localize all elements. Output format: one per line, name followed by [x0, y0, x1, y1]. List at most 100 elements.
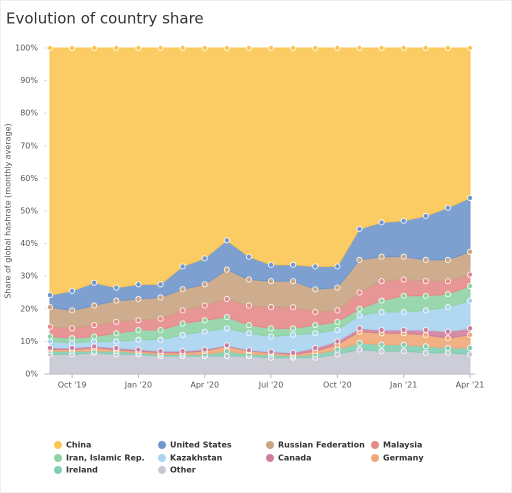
- legend-label: Kazakhstan: [170, 454, 223, 463]
- x-tick-label: Jan '20: [124, 381, 152, 390]
- legend-marker: [158, 441, 166, 449]
- point: [91, 322, 98, 329]
- point: [47, 338, 54, 345]
- point: [422, 331, 429, 338]
- point: [290, 325, 297, 332]
- point: [157, 336, 164, 343]
- point: [400, 292, 407, 299]
- point: [47, 323, 54, 330]
- legend-label: Malaysia: [383, 441, 422, 450]
- legend-label: Ireland: [66, 466, 98, 475]
- point: [422, 292, 429, 299]
- point: [69, 344, 76, 351]
- point: [47, 45, 54, 52]
- point: [400, 276, 407, 283]
- point: [444, 349, 451, 356]
- point: [223, 266, 230, 273]
- point: [47, 304, 54, 311]
- point: [157, 281, 164, 288]
- point: [245, 302, 252, 309]
- point: [466, 248, 473, 255]
- point: [245, 347, 252, 354]
- point: [444, 304, 451, 311]
- point: [422, 45, 429, 52]
- point: [179, 263, 186, 270]
- point: [201, 317, 208, 324]
- legend-marker: [266, 441, 274, 449]
- point: [179, 45, 186, 52]
- point: [223, 45, 230, 52]
- point: [47, 292, 54, 299]
- point: [466, 45, 473, 52]
- point: [312, 309, 319, 316]
- legend-marker: [158, 466, 166, 474]
- legend-marker: [371, 454, 379, 462]
- point: [356, 305, 363, 312]
- point: [245, 253, 252, 260]
- point: [135, 336, 142, 343]
- point: [135, 346, 142, 353]
- y-tick-label: 100%: [15, 44, 38, 53]
- point: [334, 326, 341, 333]
- point: [444, 45, 451, 52]
- point: [201, 45, 208, 52]
- legend-label: United States: [170, 441, 232, 450]
- point: [356, 340, 363, 347]
- point: [444, 335, 451, 342]
- point: [91, 333, 98, 340]
- point: [113, 344, 120, 351]
- legend-marker: [158, 454, 166, 462]
- y-tick-label: 70%: [20, 141, 38, 150]
- point: [356, 346, 363, 353]
- legend-label: China: [66, 441, 91, 450]
- point: [400, 217, 407, 224]
- point: [157, 45, 164, 52]
- point: [422, 326, 429, 333]
- point: [312, 344, 319, 351]
- point: [290, 349, 297, 356]
- point: [223, 237, 230, 244]
- point: [179, 286, 186, 293]
- point: [91, 343, 98, 350]
- point: [135, 281, 142, 288]
- point: [378, 278, 385, 285]
- point: [334, 338, 341, 345]
- point: [334, 351, 341, 358]
- point: [422, 343, 429, 350]
- point: [356, 225, 363, 232]
- point: [91, 45, 98, 52]
- point: [312, 330, 319, 337]
- point: [422, 212, 429, 219]
- legend-label: Canada: [278, 454, 312, 463]
- point: [312, 263, 319, 270]
- point: [466, 297, 473, 304]
- point: [91, 338, 98, 345]
- point: [400, 45, 407, 52]
- legend-marker: [266, 454, 274, 462]
- point: [378, 253, 385, 260]
- point: [268, 278, 275, 285]
- point: [113, 45, 120, 52]
- point: [444, 278, 451, 285]
- point: [466, 344, 473, 351]
- point: [157, 348, 164, 355]
- y-tick-label: 60%: [20, 174, 38, 183]
- point: [135, 317, 142, 324]
- point: [157, 326, 164, 333]
- legend-marker: [54, 466, 62, 474]
- y-tick-label: 20%: [20, 304, 38, 313]
- point: [69, 287, 76, 294]
- point: [378, 297, 385, 304]
- point: [400, 341, 407, 348]
- point: [268, 261, 275, 268]
- point: [157, 315, 164, 322]
- point: [135, 326, 142, 333]
- point: [356, 312, 363, 319]
- point: [378, 45, 385, 52]
- legend-marker: [371, 441, 379, 449]
- point: [245, 45, 252, 52]
- legend-label: Other: [170, 466, 196, 475]
- point: [179, 320, 186, 327]
- point: [400, 348, 407, 355]
- point: [400, 309, 407, 316]
